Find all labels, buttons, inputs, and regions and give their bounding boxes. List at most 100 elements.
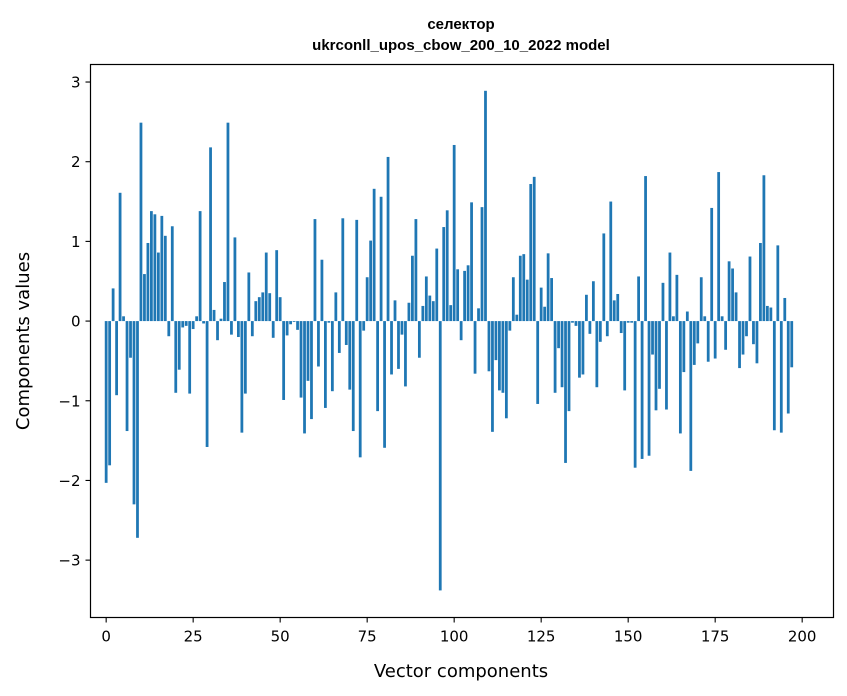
- bar: [324, 321, 327, 408]
- bar: [717, 172, 721, 322]
- bar: [710, 207, 714, 322]
- y-tick-label: 3: [71, 74, 81, 92]
- bar: [685, 311, 689, 322]
- bar: [174, 321, 178, 393]
- bar: [379, 196, 383, 322]
- bar: [209, 147, 212, 322]
- bar: [553, 321, 557, 393]
- bar: [536, 321, 540, 404]
- bar: [724, 321, 728, 350]
- bar: [170, 226, 174, 322]
- bar: [564, 321, 567, 463]
- bar: [574, 321, 578, 326]
- bar: [765, 305, 769, 322]
- bar: [658, 321, 661, 389]
- bar: [254, 301, 258, 322]
- bar: [675, 274, 679, 322]
- bar: [557, 321, 560, 349]
- bar: [755, 321, 759, 364]
- bar: [654, 321, 658, 411]
- bar: [435, 248, 439, 322]
- bar: [585, 294, 588, 322]
- bar: [699, 277, 703, 322]
- bar: [720, 316, 724, 322]
- bar: [136, 321, 139, 538]
- bar: [543, 306, 547, 322]
- bar: [786, 321, 790, 414]
- bar: [390, 321, 393, 375]
- bar: [498, 321, 501, 391]
- bar: [640, 321, 644, 459]
- bar: [365, 277, 369, 322]
- bar: [278, 297, 282, 322]
- bar: [633, 321, 637, 468]
- bar: [748, 256, 752, 322]
- bar: [104, 321, 108, 483]
- bar: [212, 309, 216, 322]
- bar: [404, 321, 407, 387]
- bar: [619, 321, 623, 334]
- bar: [560, 321, 564, 388]
- bar: [452, 144, 456, 322]
- bar: [334, 292, 338, 322]
- bar: [261, 292, 265, 322]
- bar: [473, 321, 477, 374]
- y-tick-label: −2: [58, 472, 80, 490]
- bar: [191, 321, 195, 330]
- bar: [181, 321, 185, 328]
- bar: [358, 321, 362, 458]
- bar: [125, 321, 129, 432]
- bar: [477, 308, 480, 322]
- bar: [431, 301, 435, 322]
- bar: [264, 252, 268, 322]
- bar: [463, 270, 466, 322]
- bar: [696, 321, 700, 344]
- bar: [665, 321, 668, 410]
- bar: [672, 316, 675, 322]
- bar: [529, 184, 533, 322]
- bar: [661, 282, 665, 322]
- bar: [769, 307, 773, 322]
- bar: [250, 321, 254, 337]
- bar: [153, 214, 157, 322]
- bar: [150, 211, 153, 322]
- bar: [132, 321, 136, 505]
- bar: [205, 321, 209, 447]
- bar: [362, 321, 366, 331]
- bar: [386, 156, 390, 322]
- bar: [303, 321, 306, 434]
- bar: [369, 240, 373, 322]
- bar: [313, 219, 317, 322]
- bar: [727, 261, 731, 322]
- bar: [143, 274, 146, 322]
- bar: [146, 242, 150, 322]
- x-tick-label: 125: [527, 628, 556, 646]
- bar: [508, 321, 512, 331]
- bar: [344, 321, 348, 345]
- bar: [616, 293, 620, 322]
- bar: [745, 321, 748, 337]
- bar: [160, 215, 164, 322]
- y-tick-label: 2: [71, 153, 81, 171]
- bar: [595, 321, 599, 388]
- y-tick-label: 0: [71, 313, 81, 331]
- bar: [337, 321, 341, 353]
- bar: [139, 122, 143, 322]
- bar: [285, 321, 289, 336]
- bar: [504, 321, 508, 419]
- bar: [470, 202, 473, 322]
- bar: [348, 321, 352, 390]
- bar: [271, 321, 275, 338]
- bar: [682, 321, 686, 373]
- bar: [668, 252, 672, 322]
- bar: [487, 321, 491, 372]
- x-tick-label: 200: [788, 628, 817, 646]
- chart-title: селектор: [427, 16, 494, 33]
- bar: [731, 268, 734, 322]
- bar: [609, 201, 613, 322]
- bar: [752, 321, 755, 345]
- bar: [424, 276, 428, 322]
- bar-series: [104, 90, 794, 591]
- bar: [598, 321, 602, 342]
